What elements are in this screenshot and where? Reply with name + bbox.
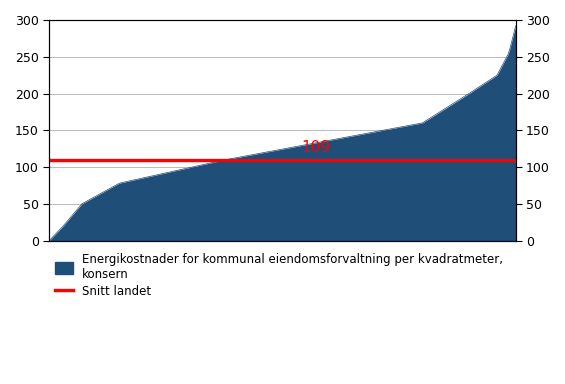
Legend: Energikostnader for kommunal eiendomsforvaltning per kvadratmeter,
konsern, Snit: Energikostnader for kommunal eiendomsfor… [55,253,503,298]
Text: 109: 109 [302,140,331,155]
